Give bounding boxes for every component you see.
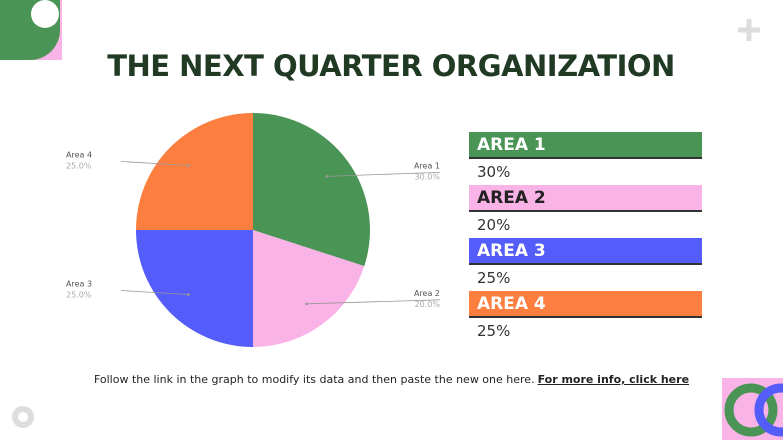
table-value: 30%	[477, 163, 511, 181]
info-link[interactable]: For more info, click here	[537, 373, 690, 386]
slice-label: Area 3	[66, 280, 92, 289]
leader-line	[120, 290, 189, 295]
leader-line	[120, 161, 189, 166]
table-header: AREA 3	[469, 238, 702, 265]
slice-value-label: 25.0%	[66, 291, 92, 300]
table: AREA 1 30% AREA 2 20% AREA 3 25% AREA 4 25%	[469, 132, 702, 344]
slice-value-label: 25.0%	[66, 161, 92, 170]
pie-slice	[253, 113, 370, 267]
table-header: AREA 1	[469, 132, 702, 159]
slice-label: Area 2	[414, 289, 440, 298]
table-value: 25%	[477, 269, 511, 287]
decoration	[31, 0, 59, 28]
slice-value-label: 30.0%	[415, 172, 441, 181]
table-value: 20%	[477, 216, 511, 234]
decoration	[12, 406, 34, 428]
pie-slice	[253, 230, 365, 347]
leader-dot	[187, 164, 190, 167]
table-header: AREA 4	[469, 291, 702, 318]
leader-line	[306, 299, 441, 305]
leader-line	[326, 171, 441, 177]
leader-dot	[305, 302, 308, 306]
leader-dot	[187, 293, 190, 296]
leader-dot	[325, 175, 329, 178]
footer-text: Follow the link in the graph to modify i…	[93, 373, 535, 386]
decoration	[724, 383, 778, 437]
pie-slice	[136, 230, 253, 347]
slice-value-label: 20.0%	[415, 300, 441, 309]
slice-label: Area 1	[414, 161, 440, 170]
table-value: 25%	[477, 322, 511, 340]
footer: Follow the link in the graph to modify i…	[0, 373, 783, 386]
decoration	[738, 19, 760, 41]
decoration	[754, 383, 783, 437]
table-header: AREA 2	[469, 185, 702, 212]
slice-label: Area 4	[66, 150, 92, 159]
pie-slice	[136, 113, 253, 230]
chart-title: THE NEXT QUARTER ORGANIZATION	[107, 49, 675, 83]
